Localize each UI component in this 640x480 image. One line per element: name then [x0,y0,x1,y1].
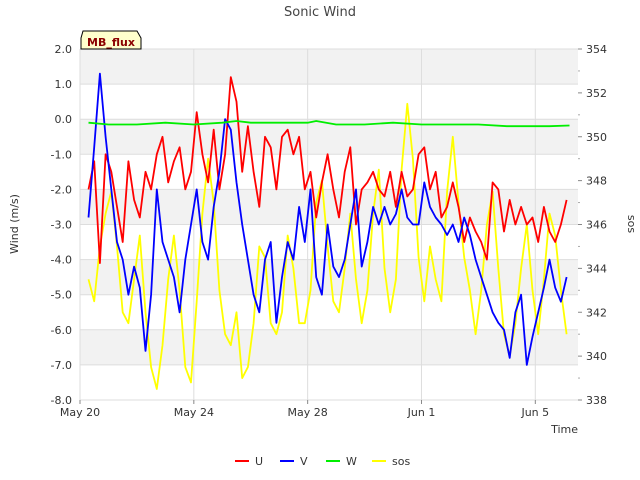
chart-title: Sonic Wind [284,5,356,20]
y-axis-right: 354 352 350 348 346 344 342 340 338 [578,43,607,407]
series-line-sos [87,102,568,390]
x-tick-label: Jun 1 [407,406,436,419]
y2-tick-label: 344 [586,262,607,275]
series-line-u [87,76,568,265]
x-tick-label: May 28 [288,406,328,419]
mb-flux-badge: MB_flux [80,30,142,50]
badge-text: MB_flux [87,36,135,49]
y-tick-label: -5.0 [51,289,72,302]
x-tick-label: May 20 [60,406,100,419]
y2-tick-label: 354 [586,43,607,56]
band [80,364,578,400]
x-axis-title: Time [550,423,578,436]
y-tick-label: -4.0 [51,254,72,267]
y-tick-label: -2.0 [51,183,72,196]
x-tick-label: Jun 5 [520,406,549,419]
band [80,294,578,330]
y-tick-label: 2.0 [55,43,73,56]
y-axis-left: 2.0 1.0 0.0 -1.0 -2.0 -3.0 -4.0 -5.0 -6.0 -7.0 -8.… [51,43,72,407]
series-line-v [87,72,568,366]
legend-label: sos [392,455,410,468]
y2-tick-label: 350 [586,131,607,144]
legend-label: U [255,455,263,468]
y-tick-label: -8.0 [51,394,72,407]
y-tick-label: -3.0 [51,219,72,232]
y2-tick-label: 352 [586,87,607,100]
y-axis-title: Wind (m/s) [8,194,21,254]
band [80,84,578,120]
y-tick-label: 1.0 [55,78,73,91]
y2-tick-label: 342 [586,306,607,319]
x-tick-label: May 24 [174,406,214,419]
band [80,119,578,155]
y-tick-label: -6.0 [51,324,72,337]
y-tick-label: 0.0 [55,113,73,126]
x-axis: May 20 May 24 May 28 Jun 1 Jun 5 [60,400,549,419]
y2-tick-label: 348 [586,175,607,188]
y-tick-label: -7.0 [51,359,72,372]
band [80,49,578,85]
legend-label: V [300,455,308,468]
y-tick-label: -1.0 [51,148,72,161]
y2-tick-label: 340 [586,350,607,363]
series-lines [87,72,570,390]
series-line-w [88,120,570,128]
y2-tick-label: 346 [586,219,607,232]
y2-axis-title: sos [625,215,638,233]
y2-tick-label: 338 [586,394,607,407]
legend-label: W [346,455,357,468]
